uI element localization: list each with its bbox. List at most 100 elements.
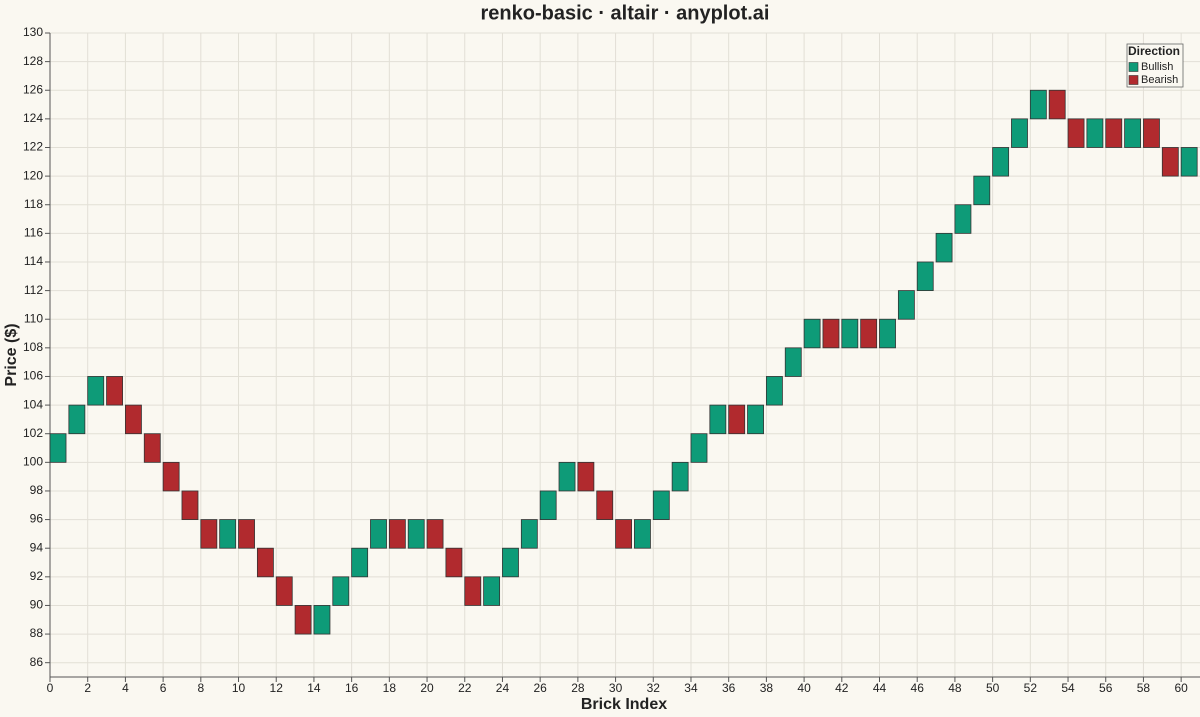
legend-label: Bearish: [1141, 74, 1178, 86]
x-tick-label: 42: [835, 681, 849, 695]
brick: [747, 404, 764, 435]
brick: [897, 290, 915, 320]
x-tick-label: 54: [1061, 681, 1075, 695]
brick: [935, 232, 953, 263]
brick: [690, 433, 708, 463]
y-tick-label: 96: [30, 512, 44, 526]
x-tick-label: 38: [760, 681, 774, 695]
brick: [803, 318, 821, 349]
brick: [822, 318, 840, 349]
x-tick-label: 28: [571, 681, 585, 695]
brick: [1105, 118, 1123, 148]
y-tick-label: 88: [30, 626, 44, 640]
x-tick-label: 44: [873, 681, 887, 695]
brick: [49, 433, 67, 463]
y-tick-label: 92: [30, 569, 44, 583]
brick: [256, 547, 274, 578]
brick: [671, 461, 689, 492]
x-tick-label: 20: [420, 681, 434, 695]
y-tick-label: 98: [30, 483, 44, 497]
brick: [483, 576, 501, 606]
brick: [502, 547, 519, 578]
x-tick-label: 58: [1137, 681, 1151, 695]
y-tick-label: 116: [24, 226, 43, 240]
brick: [765, 376, 783, 406]
brick: [445, 547, 463, 578]
y-tick-label: 112: [24, 283, 43, 297]
brick: [992, 147, 1010, 177]
x-tick-label: 16: [345, 681, 359, 695]
x-tick-label: 18: [383, 681, 397, 695]
brick: [275, 576, 293, 606]
chart-title: renko-basic · altair · anyplot.ai: [481, 2, 770, 24]
brick: [143, 433, 161, 463]
x-tick-label: 8: [197, 681, 204, 695]
legend-swatch: [1128, 62, 1139, 72]
brick: [652, 490, 670, 520]
x-tick-label: 4: [122, 681, 129, 695]
brick: [162, 461, 180, 492]
x-tick-label: 30: [609, 681, 623, 695]
brick: [1124, 118, 1142, 148]
x-tick-label: 50: [986, 681, 1000, 695]
x-tick-label: 32: [647, 681, 661, 695]
x-tick-label: 46: [911, 681, 925, 695]
brick: [954, 204, 972, 234]
x-tick-label: 34: [684, 681, 698, 695]
y-axis-label: Price ($): [3, 323, 20, 386]
brick: [106, 376, 123, 406]
y-tick-label: 124: [23, 111, 43, 125]
brick: [238, 519, 255, 549]
brick: [125, 404, 142, 435]
x-tick-label: 60: [1174, 681, 1188, 695]
brick: [181, 490, 199, 520]
brick: [728, 404, 746, 435]
brick: [313, 605, 331, 635]
brick: [634, 519, 651, 549]
y-tick-label: 106: [23, 369, 43, 383]
brick: [294, 605, 312, 635]
y-tick-label: 120: [23, 168, 43, 182]
x-tick-label: 22: [458, 681, 472, 695]
y-tick-label: 122: [23, 140, 43, 154]
y-tick-label: 100: [23, 455, 43, 469]
x-tick-label: 2: [84, 681, 91, 695]
brick: [577, 461, 595, 492]
brick: [464, 576, 482, 606]
y-tick-label: 118: [24, 197, 43, 211]
brick: [558, 461, 576, 492]
brick: [68, 404, 86, 435]
brick: [1048, 89, 1066, 120]
y-tick-label: 90: [30, 598, 44, 612]
x-tick-label: 26: [533, 681, 547, 695]
brick: [1161, 147, 1179, 177]
brick: [200, 519, 218, 549]
brick: [351, 547, 369, 578]
legend-swatch: [1128, 75, 1139, 85]
brick: [916, 261, 934, 292]
x-tick-label: 12: [270, 681, 284, 695]
brick: [973, 175, 991, 206]
brick: [615, 519, 632, 549]
x-tick-label: 6: [160, 681, 167, 695]
x-tick-label: 56: [1099, 681, 1113, 695]
brick: [539, 490, 557, 520]
brick: [709, 404, 727, 435]
x-axis-label: Brick Index: [581, 696, 667, 713]
brick: [1143, 118, 1160, 148]
brick: [332, 576, 350, 606]
legend-title: Direction: [1128, 44, 1180, 58]
y-tick-label: 86: [30, 655, 44, 669]
brick: [1086, 118, 1104, 148]
x-tick-label: 24: [496, 681, 510, 695]
y-tick-label: 128: [23, 54, 43, 68]
brick: [784, 347, 802, 377]
brick: [879, 318, 896, 349]
y-tick-label: 130: [23, 25, 43, 39]
y-tick-label: 104: [23, 397, 43, 411]
brick: [388, 519, 406, 549]
x-tick-label: 40: [797, 681, 811, 695]
brick: [860, 318, 878, 349]
brick: [1029, 89, 1047, 120]
